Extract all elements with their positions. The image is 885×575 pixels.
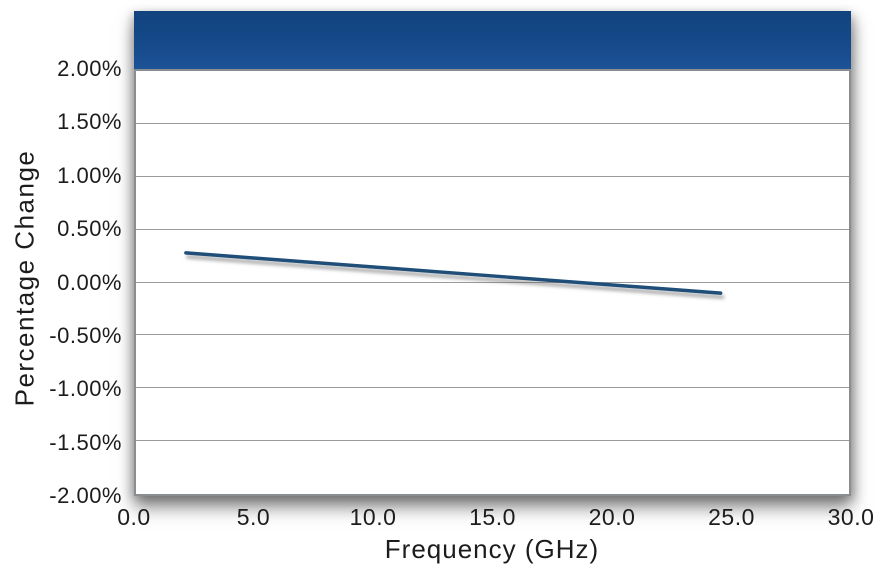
y-tick-label: -2.00% [49,483,122,508]
y-tick-label: 0.00% [57,269,122,295]
gridline [136,228,849,230]
y-tick-label: 2.00% [57,56,122,81]
x-tick-label: 10.0 [349,504,397,530]
gridline [136,387,849,389]
y-tick-label: -0.50% [49,322,122,348]
gridline [136,440,849,442]
x-tick-label: 25.0 [708,504,755,530]
x-tick-label: 20.0 [588,504,636,530]
plot-frame [134,11,851,496]
y-tick-label: 1.00% [57,162,122,188]
y-tick-label: -1.50% [49,429,122,455]
x-tick-label: 30.0 [827,504,875,530]
y-tick-label: 0.50% [57,216,122,242]
x-tick-label: 15.0 [469,504,516,530]
gridline [136,281,849,283]
x-tick-label: 0.0 [117,504,151,530]
gridline [136,175,849,177]
data-line [184,251,723,295]
x-axis-title: Frequency (GHz) [384,534,600,564]
y-tick-label: 1.50% [57,109,122,135]
x-tick-label: 5.0 [236,504,271,530]
line-series-layer [184,251,723,295]
gridline [136,122,849,124]
plot-area [134,69,851,496]
gridline [136,334,849,336]
y-tick-label: -1.00% [49,376,122,402]
header-band [134,11,851,69]
